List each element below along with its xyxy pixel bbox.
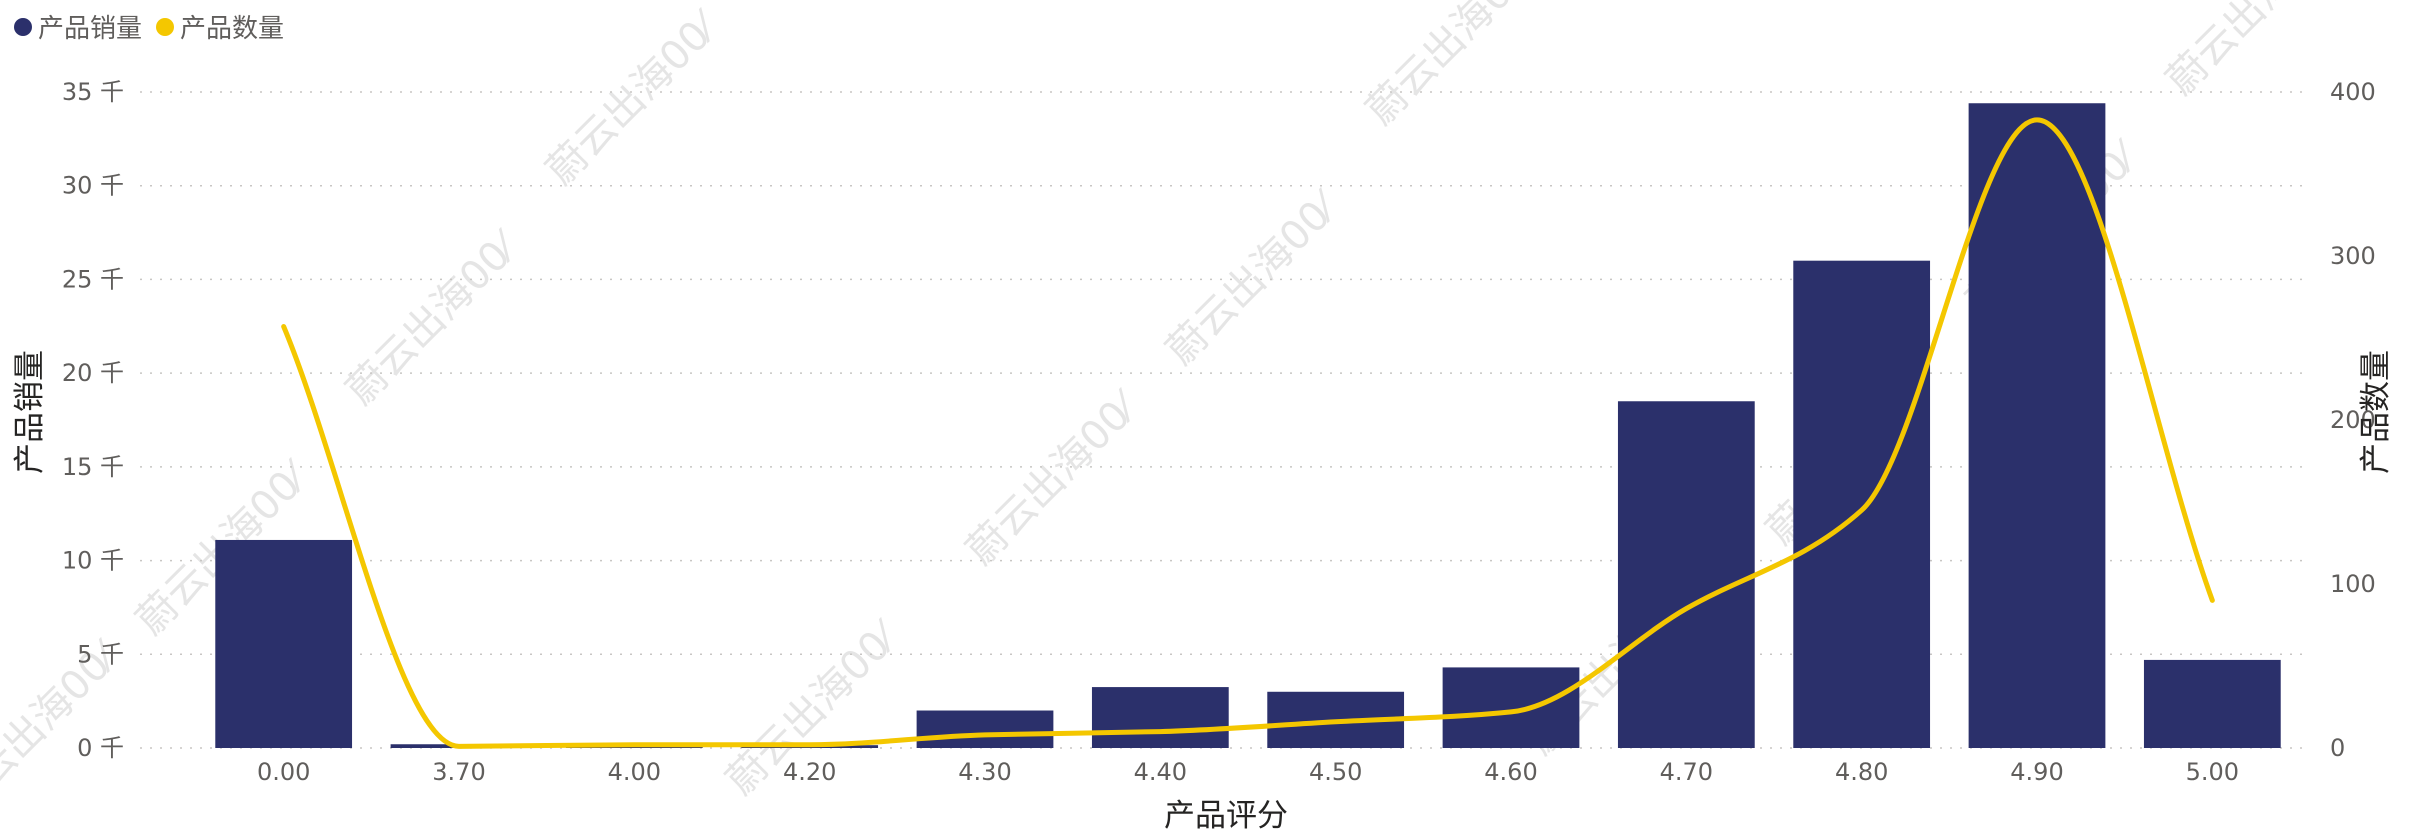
bar-5.00[interactable] — [2143, 659, 2281, 748]
bar-4.40[interactable] — [1091, 687, 1229, 748]
x-axis-ticks: 0.00 3.70 4.00 4.20 4.30 4.40 4.50 4.60 4.70 4.80… — [257, 758, 2239, 786]
x-tick-label: 4.70 — [1660, 758, 1713, 786]
x-tick-label: 0.00 — [257, 758, 310, 786]
bar-series — [215, 103, 2281, 748]
watermark-text: 蔚云出海00⁄ — [2158, 0, 2350, 104]
right-tick-label: 300 — [2330, 242, 2376, 270]
left-axis-title: 产品销量 — [12, 350, 48, 474]
x-tick-label: 4.50 — [1309, 758, 1362, 786]
x-tick-label: 4.90 — [2010, 758, 2063, 786]
x-tick-label: 4.60 — [1484, 758, 1537, 786]
right-tick-label: 100 — [2330, 570, 2376, 598]
bar-0.00[interactable] — [215, 539, 353, 748]
legend-swatch-sales — [14, 17, 32, 36]
bar-4.70[interactable] — [1617, 401, 1755, 748]
watermark-text: 蔚云出海00⁄ — [958, 382, 1150, 574]
watermark-text: 蔚云出海00⁄ — [1358, 0, 1550, 134]
x-tick-label: 4.80 — [1835, 758, 1888, 786]
left-tick-label: 15 千 — [62, 453, 124, 481]
bar-4.90[interactable] — [1968, 103, 2106, 748]
x-tick-label: 4.40 — [1134, 758, 1187, 786]
line-series — [281, 117, 2215, 749]
x-axis-title: 产品评分 — [1164, 798, 1288, 834]
legend-label-count: 产品数量 — [180, 14, 285, 44]
left-tick-label: 10 千 — [62, 547, 124, 575]
bar-4.00[interactable] — [565, 746, 703, 748]
right-axis-ticks: 0 100 200 300 400 — [2330, 78, 2376, 762]
bar-4.80[interactable] — [1793, 260, 1931, 748]
x-tick-label: 3.70 — [432, 758, 485, 786]
left-tick-label: 5 千 — [77, 640, 124, 668]
right-tick-label: 400 — [2330, 78, 2376, 106]
watermark-text: 蔚云出海00⁄ — [338, 222, 530, 414]
legend-label-sales: 产品销量 — [38, 14, 143, 44]
left-tick-label: 35 千 — [62, 78, 124, 106]
bar-4.30[interactable] — [916, 710, 1054, 748]
bar-4.60[interactable] — [1442, 667, 1580, 748]
left-axis-ticks: 0 千 5 千 10 千 15 千 20 千 25 千 30 千 35 千 — [62, 78, 124, 762]
left-tick-label: 0 千 — [77, 734, 124, 762]
x-tick-label: 4.30 — [958, 758, 1011, 786]
left-tick-label: 20 千 — [62, 359, 124, 387]
right-tick-label: 200 — [2330, 406, 2376, 434]
right-tick-label: 0 — [2330, 734, 2345, 762]
x-tick-label: 4.20 — [783, 758, 836, 786]
left-tick-label: 25 千 — [62, 265, 124, 293]
x-tick-label: 5.00 — [2186, 758, 2239, 786]
watermark-text: 蔚云出海00⁄ — [1158, 182, 1350, 374]
count-line[interactable] — [281, 117, 2215, 749]
legend-item-count[interactable]: 产品数量 — [156, 8, 284, 45]
legend-item-sales[interactable]: 产品销量 — [14, 8, 142, 45]
x-tick-label: 4.00 — [608, 758, 661, 786]
watermark-text: 蔚云出海00⁄ — [538, 2, 730, 194]
right-axis-title: 产品数量 — [2358, 350, 2394, 474]
legend-swatch-count — [156, 17, 175, 36]
chart-legend: 产品销量 产品数量 — [14, 8, 284, 45]
left-tick-label: 30 千 — [62, 172, 124, 200]
